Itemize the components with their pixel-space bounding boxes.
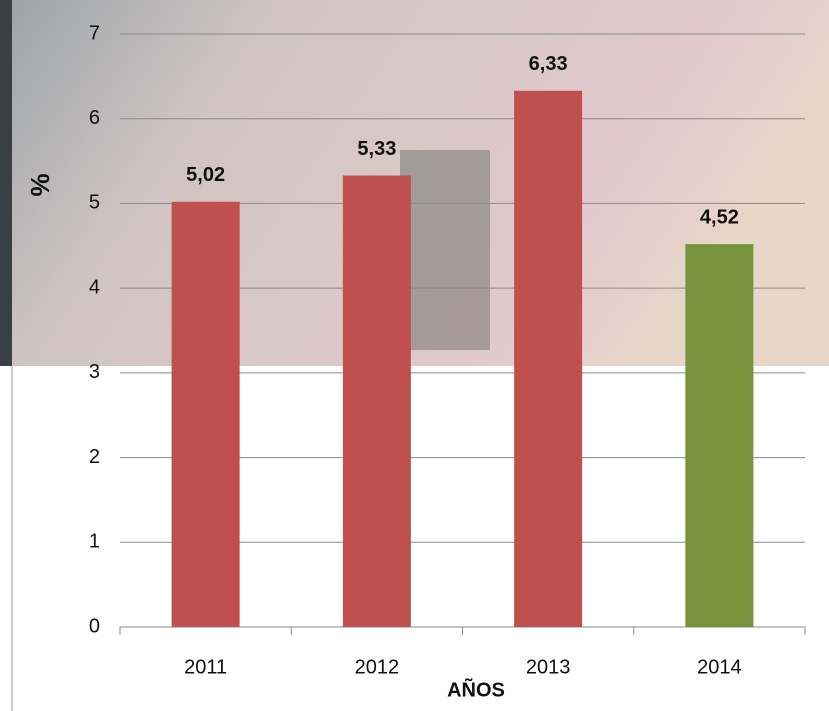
photo-edge: [0, 0, 12, 366]
bar: [172, 202, 240, 627]
x-axis-label: AÑOS: [447, 678, 505, 701]
value-label: 5,02: [186, 164, 225, 186]
y-tick-label: 2: [89, 446, 100, 468]
y-tick-label: 6: [89, 107, 100, 129]
x-tick-label: 2012: [355, 656, 400, 678]
y-axis-label: %: [25, 173, 55, 196]
y-tick-label: 3: [89, 361, 100, 383]
y-tick-label: 5: [89, 192, 100, 214]
x-tick-label: 2013: [526, 656, 571, 678]
value-label: 4,52: [700, 206, 739, 228]
y-tick-label: 0: [89, 615, 100, 637]
value-label: 5,33: [357, 138, 396, 160]
bar: [685, 244, 753, 627]
value-label: 6,33: [529, 53, 568, 75]
page: % AÑOS 0 1 2 3 4 5 6 7 2011 5,02 2012 5,33 2013 6,33 2…: [0, 0, 829, 711]
y-tick-label: 1: [89, 531, 100, 553]
photo-detail: [400, 150, 490, 350]
chart: % AÑOS 0 1 2 3 4 5 6 7 2011 5,02 2012 5,33 2013 6,33 2…: [0, 0, 829, 711]
x-tick-label: 2011: [184, 656, 227, 678]
y-tick-label: 7: [89, 22, 100, 44]
bar: [343, 175, 411, 627]
bar: [514, 91, 582, 627]
x-tick-label: 2014: [697, 656, 742, 678]
y-tick-label: 4: [89, 276, 100, 298]
